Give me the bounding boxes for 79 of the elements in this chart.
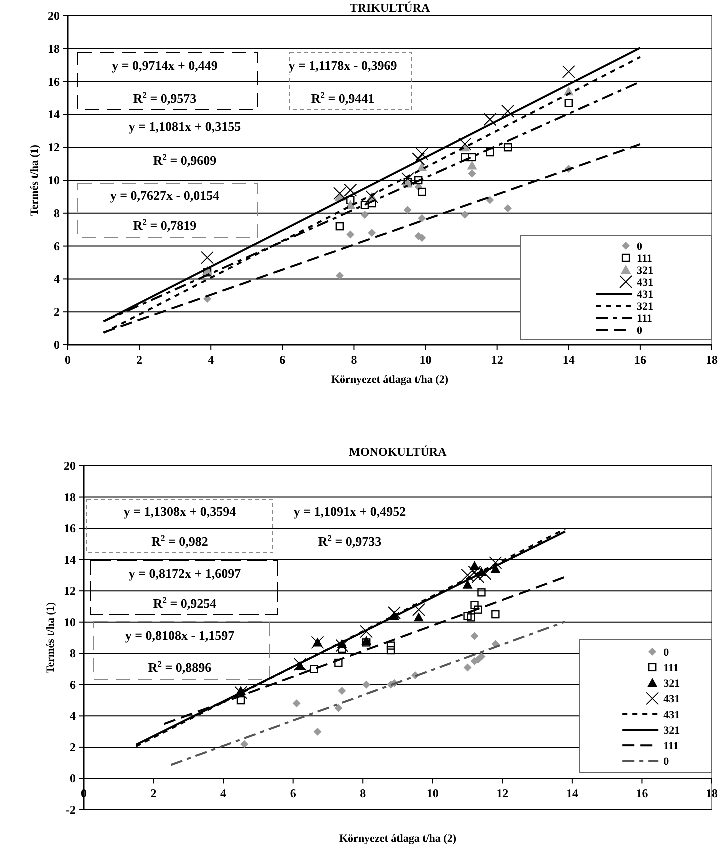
y-tick-label: 12 xyxy=(64,584,76,598)
legend-label: 0 xyxy=(637,325,644,337)
chart-title: TRIKULTÚRA xyxy=(350,1,430,15)
x-tick-label: 10 xyxy=(426,786,439,801)
legend-label: 321 xyxy=(664,678,680,690)
x-tick-label: 4 xyxy=(220,786,227,801)
y-tick-label: 10 xyxy=(64,615,76,630)
y-tick-label: 20 xyxy=(48,9,60,23)
annotation: R$^{2}$ = 0,9733 xyxy=(318,533,382,549)
y-tick-label: 4 xyxy=(54,272,60,286)
legend-label: 321 xyxy=(637,301,654,313)
y-tick-label: 4 xyxy=(70,709,76,724)
x-tick-label: 16 xyxy=(634,353,646,367)
x-axis-title: Környezet átlaga t/ha (2) xyxy=(332,374,449,386)
x-tick-label: 12 xyxy=(496,786,509,801)
legend-label: 431 xyxy=(637,277,654,289)
x-tick-label: 6 xyxy=(290,786,296,801)
annotation: y = 0,8108x - 1,1597 xyxy=(125,628,236,643)
x-tick-label: 14 xyxy=(566,786,578,801)
x-tick-label: 2 xyxy=(136,353,143,367)
annotation: y = 1,1308x + 0,3594 xyxy=(124,504,237,519)
legend-label: 431 xyxy=(664,709,680,722)
y-tick-label: 2 xyxy=(54,305,60,320)
y-tick-label: 14 xyxy=(48,108,60,122)
annotation: y = 0,9714x + 0,449 xyxy=(112,58,218,73)
x-tick-label: 12 xyxy=(491,353,504,367)
y-tick-label: 18 xyxy=(48,42,60,56)
annotation: R$^{2}$ = 0,982 xyxy=(152,533,208,549)
chart-title: MONOKULTÚRA xyxy=(349,445,448,459)
annotation: y = 1,1091x + 0,4952 xyxy=(294,504,406,519)
y-tick-label: 12 xyxy=(48,140,60,155)
legend-label: 111 xyxy=(664,662,679,674)
annotation: R$^{2}$ = 0,9254 xyxy=(153,595,218,611)
legend-label: 111 xyxy=(637,313,652,325)
legend-label: 0 xyxy=(664,646,670,659)
legend-label: 321 xyxy=(637,265,654,277)
legend-label: 0 xyxy=(664,756,670,768)
legend-label: 431 xyxy=(664,694,680,706)
annotation: R$^{2}$ = 0,9441 xyxy=(311,90,375,106)
legend-label: 111 xyxy=(637,253,652,265)
annotation: y = 0,7627x - 0,0154 xyxy=(110,188,220,203)
legend-label: 0 xyxy=(637,241,644,253)
annotation: y = 1,1178x - 0,3969 xyxy=(288,58,398,73)
x-tick-label: 2 xyxy=(150,786,157,801)
x-tick-label: 10 xyxy=(420,353,432,367)
y-axis-title: Termés t/ha (1) xyxy=(45,602,57,674)
x-axis-title: Környezet átlaga t/ha (2) xyxy=(340,833,457,845)
annotation: R$^{2}$ = 0,7819 xyxy=(133,217,198,233)
annotation: R$^{2}$ = 0,9609 xyxy=(153,152,218,168)
x-tick-label: 4 xyxy=(208,353,214,367)
x-tick-label: 6 xyxy=(280,353,286,367)
y-axis-title: Termés t/ha (1) xyxy=(29,144,41,216)
x-tick-label: 8 xyxy=(351,353,358,367)
y-tick-label: 0 xyxy=(54,338,60,352)
legend-label: 431 xyxy=(637,289,654,301)
annotation: y = 0,8172x + 1,6097 xyxy=(128,566,242,581)
annotation: R$^{2}$ = 0,8896 xyxy=(148,659,212,675)
annotation: y = 1,1081x + 0,3155 xyxy=(128,119,242,134)
y-tick-label: 6 xyxy=(70,678,76,692)
annotation: R$^{2}$ = 0,9573 xyxy=(133,90,198,106)
legend-label: 321 xyxy=(664,724,680,737)
y-tick-label: 2 xyxy=(70,740,76,754)
y-tick-label: 8 xyxy=(70,646,76,661)
x-tick-label: 18 xyxy=(706,786,718,801)
y-tick-label: 8 xyxy=(54,206,60,220)
y-tick-label: 6 xyxy=(54,239,60,254)
y-tick-label: 14 xyxy=(64,552,76,567)
legend-label: 111 xyxy=(664,740,679,753)
y-tick-label: 16 xyxy=(64,522,76,536)
y-tick-label: 0 xyxy=(70,772,76,786)
x-tick-label: 18 xyxy=(706,353,718,367)
x-tick-label: 8 xyxy=(360,786,366,801)
y-tick-label: 20 xyxy=(64,459,76,473)
y-tick-label: -2 xyxy=(66,803,76,817)
y-tick-label: 10 xyxy=(48,174,60,188)
y-tick-label: 16 xyxy=(48,74,60,89)
x-tick-label: 14 xyxy=(562,353,575,367)
x-tick-label: 16 xyxy=(636,786,648,801)
y-tick-label: 18 xyxy=(64,490,76,504)
